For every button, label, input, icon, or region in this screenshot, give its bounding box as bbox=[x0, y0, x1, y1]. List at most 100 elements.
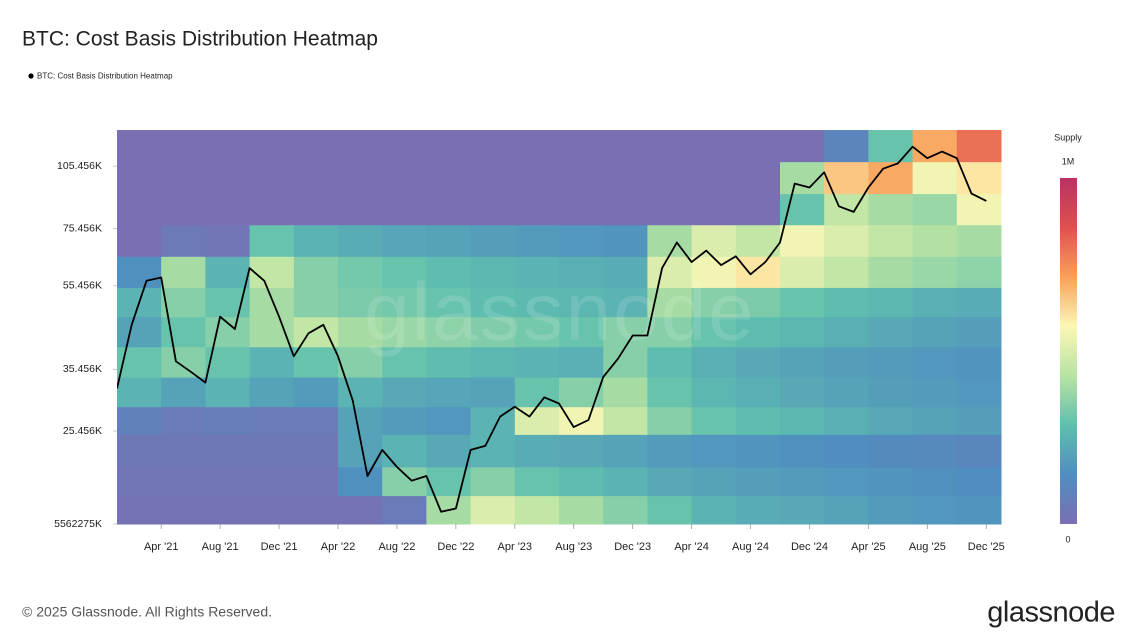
heat-cell bbox=[647, 406, 693, 435]
heat-cell bbox=[205, 434, 251, 468]
heat-cell bbox=[780, 495, 825, 525]
heat-cell bbox=[780, 377, 825, 408]
heat-cell bbox=[956, 193, 1002, 226]
heat-cell bbox=[603, 130, 648, 163]
heat-cell bbox=[647, 193, 693, 226]
heat-cell bbox=[338, 130, 383, 163]
heat-cell bbox=[426, 466, 472, 497]
heat-cell bbox=[868, 466, 914, 497]
y-tick-label: 35.456K bbox=[63, 363, 102, 375]
heat-cell bbox=[647, 161, 693, 195]
heat-cell bbox=[470, 256, 516, 288]
heat-cell bbox=[868, 224, 914, 257]
heat-cell bbox=[117, 130, 162, 163]
heat-cell bbox=[603, 161, 648, 195]
x-tick-label: Dec '25 bbox=[968, 541, 1005, 553]
heat-cell bbox=[956, 161, 1002, 195]
y-tick-label: 25.456K bbox=[63, 425, 102, 437]
heat-cell bbox=[161, 495, 206, 525]
heat-cell bbox=[338, 193, 383, 226]
heat-cell bbox=[735, 316, 781, 348]
axes: 5562275K 25.456K 35.456K 55.456K 75.456K 105.… bbox=[54, 145, 1005, 553]
heat-cell bbox=[293, 377, 339, 408]
heat-cell bbox=[912, 406, 958, 435]
heat-cell bbox=[426, 316, 472, 348]
heat-cell bbox=[161, 466, 206, 497]
heat-cell bbox=[249, 256, 295, 288]
heat-cell bbox=[161, 256, 206, 288]
heat-cell bbox=[514, 161, 560, 195]
heat-cell bbox=[691, 495, 737, 525]
heat-cell bbox=[559, 256, 604, 288]
heat-cell bbox=[514, 256, 560, 288]
heat-cell bbox=[735, 287, 781, 318]
heat-cell bbox=[470, 130, 516, 163]
heat-cell bbox=[559, 466, 604, 497]
heat-cell bbox=[338, 495, 383, 525]
heat-cell bbox=[647, 434, 693, 468]
heat-cell bbox=[824, 287, 869, 318]
heat-cell bbox=[912, 256, 958, 288]
heat-cell bbox=[647, 346, 693, 378]
heat-cell bbox=[603, 495, 648, 525]
heat-cell bbox=[824, 346, 869, 378]
heat-cell bbox=[735, 495, 781, 525]
heat-cell bbox=[824, 377, 869, 408]
heat-cell bbox=[293, 130, 339, 163]
heat-cell bbox=[735, 406, 781, 435]
heat-cell bbox=[912, 316, 958, 348]
heat-cell bbox=[161, 377, 206, 408]
heat-cell bbox=[780, 346, 825, 378]
heat-cell bbox=[603, 377, 648, 408]
heat-cell bbox=[205, 193, 251, 226]
heat-cell bbox=[117, 316, 162, 348]
heat-cell bbox=[956, 406, 1002, 435]
heat-cell bbox=[735, 256, 781, 288]
heat-cell bbox=[249, 224, 295, 257]
colorbar-title: Supply bbox=[1054, 132, 1082, 142]
x-tick-label: Aug '25 bbox=[909, 541, 946, 553]
heat-cell bbox=[205, 316, 251, 348]
heat-cell bbox=[824, 130, 869, 163]
heat-cell bbox=[912, 193, 958, 226]
heat-cell bbox=[205, 495, 251, 525]
heat-cell bbox=[470, 466, 516, 497]
heat-cell bbox=[161, 406, 206, 435]
x-tick-label: Apr '23 bbox=[498, 541, 533, 553]
heat-cell bbox=[161, 346, 206, 378]
heat-cell bbox=[603, 224, 648, 257]
heat-cell bbox=[868, 130, 914, 163]
heat-cell bbox=[338, 287, 383, 318]
heat-cell bbox=[912, 346, 958, 378]
heat-cell bbox=[956, 130, 1002, 163]
legend-label[interactable]: BTC: Cost Basis Distribution Heatmap bbox=[37, 72, 173, 81]
heat-cell bbox=[382, 224, 427, 257]
heat-cell bbox=[514, 287, 560, 318]
heat-cell bbox=[249, 377, 295, 408]
heat-cell bbox=[956, 224, 1002, 257]
heat-cell bbox=[824, 406, 869, 435]
heat-cell bbox=[559, 346, 604, 378]
heat-cell bbox=[691, 316, 737, 348]
heat-cell bbox=[780, 434, 825, 468]
heat-cell bbox=[338, 377, 383, 408]
heat-cell bbox=[205, 406, 251, 435]
heat-cell bbox=[603, 434, 648, 468]
heat-cell bbox=[426, 434, 472, 468]
heat-cell bbox=[161, 161, 206, 195]
heat-cell bbox=[117, 495, 162, 525]
heat-cell bbox=[824, 434, 869, 468]
price-line bbox=[117, 145, 987, 513]
heat-cell bbox=[868, 406, 914, 435]
heat-cell bbox=[824, 466, 869, 497]
heat-cell bbox=[559, 287, 604, 318]
heat-cell bbox=[647, 495, 693, 525]
heat-cell bbox=[780, 224, 825, 257]
heat-cell bbox=[470, 346, 516, 378]
heat-cell bbox=[559, 495, 604, 525]
heat-cell bbox=[249, 346, 295, 378]
heat-cell bbox=[735, 377, 781, 408]
heat-cell bbox=[249, 161, 295, 195]
heat-cell bbox=[426, 161, 472, 195]
heat-cell bbox=[249, 316, 295, 348]
